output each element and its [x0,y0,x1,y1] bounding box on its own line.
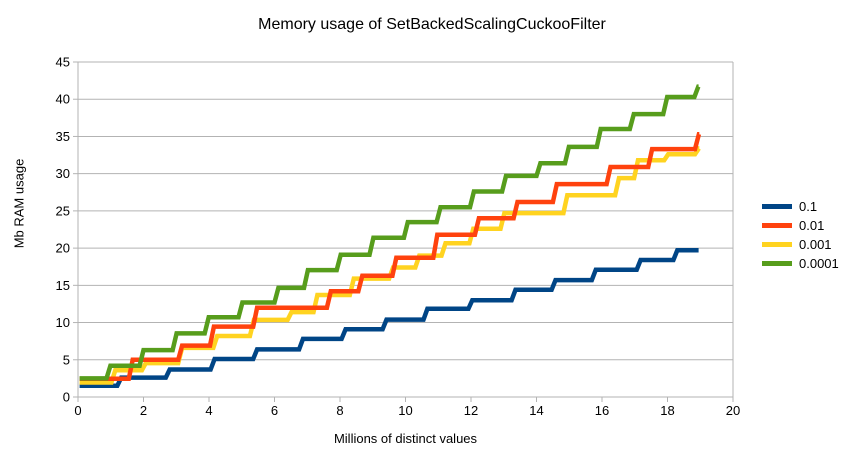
legend-color-line-0.001 [762,241,792,247]
y-tick-label-35: 35 [56,129,70,144]
legend-color-line-0.0001 [762,260,792,266]
series-line-0.01 [79,131,702,382]
x-tick-label-14: 14 [529,403,543,418]
chart-title: Memory usage of SetBackedScalingCuckooFi… [258,16,606,33]
series-line-0.1 [79,248,699,389]
x-tick-label-16: 16 [595,403,609,418]
series-line-0.0001 [79,84,701,381]
y-tick-label-20: 20 [56,241,70,256]
legend-label-0.0001: 0.0001 [799,255,839,271]
x-tick-label-18: 18 [660,403,674,418]
y-tick-label-15: 15 [56,278,70,293]
legend-item-0.001: 0.001 [762,235,839,253]
x-tick-label-2: 2 [140,403,147,418]
legend-label-0.001: 0.001 [799,236,832,252]
x-tick-label-8: 8 [336,403,343,418]
legend-item-0.01: 0.01 [762,216,839,234]
x-axis-title: Millions of distinct values [333,431,478,446]
x-tick-label-10: 10 [398,403,412,418]
y-tick-label-40: 40 [56,92,70,107]
x-tick-label-0: 0 [74,403,81,418]
series-line-0.001 [79,146,701,385]
legend-item-0.0001: 0.0001 [762,254,839,272]
y-tick-label-30: 30 [56,166,70,181]
legend-label-0.1: 0.1 [799,198,818,214]
y-tick-label-10: 10 [56,315,70,330]
y-tick-label-5: 5 [63,352,70,367]
x-tick-label-6: 6 [271,403,278,418]
y-tick-label-25: 25 [56,203,70,218]
x-tick-label-4: 4 [205,403,212,418]
x-tick-label-20: 20 [726,403,740,418]
y-tick-label-45: 45 [56,55,70,70]
legend-label-0.01: 0.01 [799,217,825,233]
x-tick-label-12: 12 [464,403,478,418]
y-tick-label-0: 0 [63,390,70,405]
legend-color-line-0.01 [762,222,792,228]
legend-color-line-0.1 [762,203,792,209]
legend: 0.1 0.01 0.001 0.0001 [762,197,839,273]
legend-item-0.1: 0.1 [762,197,839,215]
